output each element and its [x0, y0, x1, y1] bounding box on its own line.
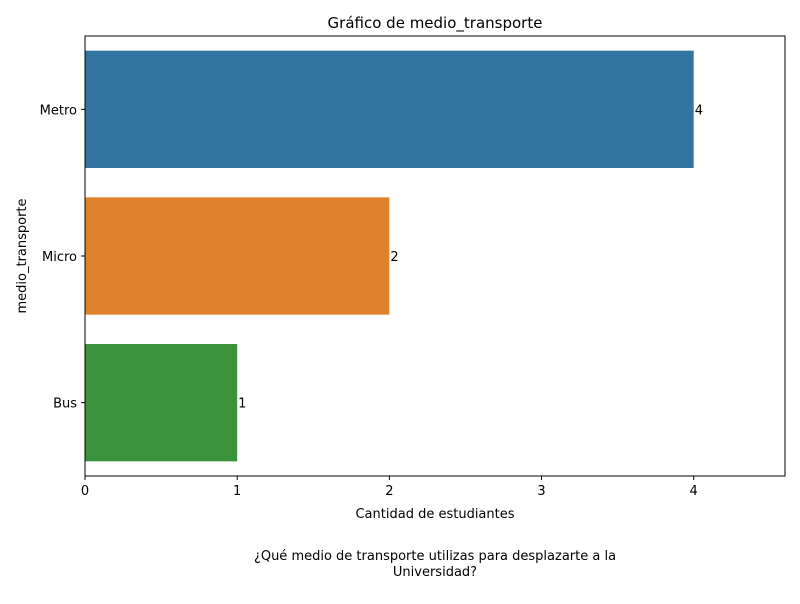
bar-micro: [85, 197, 390, 315]
bar-metro: [85, 50, 694, 168]
x-tick-label-3: 3: [537, 484, 545, 499]
x-axis-label: Cantidad de estudiantes: [355, 507, 514, 522]
x-tick-label-2: 2: [385, 484, 393, 499]
caption-line-1: ¿Qué medio de transporte utilizas para d…: [253, 549, 617, 564]
bars-layer: [85, 50, 694, 462]
x-axis: 0 1 2 3 4: [81, 476, 698, 499]
data-label-bus: 1: [238, 397, 246, 412]
chart-title: Gráfico de medio_transporte: [328, 14, 543, 33]
y-axis-label: medio_transporte: [15, 198, 30, 313]
y-tick-label-metro: Metro: [40, 103, 77, 118]
x-tick-label-1: 1: [233, 484, 241, 499]
bar-bus: [85, 344, 238, 462]
y-tick-label-micro: Micro: [42, 250, 77, 265]
y-tick-label-bus: Bus: [53, 397, 77, 412]
data-labels-layer: 4 2 1: [238, 103, 703, 411]
caption-line-2: Universidad?: [392, 565, 478, 580]
y-axis: Metro Micro Bus: [40, 103, 85, 412]
data-label-metro: 4: [695, 103, 703, 118]
data-label-micro: 2: [390, 250, 398, 265]
x-tick-label-4: 4: [690, 484, 698, 499]
x-tick-label-0: 0: [81, 484, 89, 499]
